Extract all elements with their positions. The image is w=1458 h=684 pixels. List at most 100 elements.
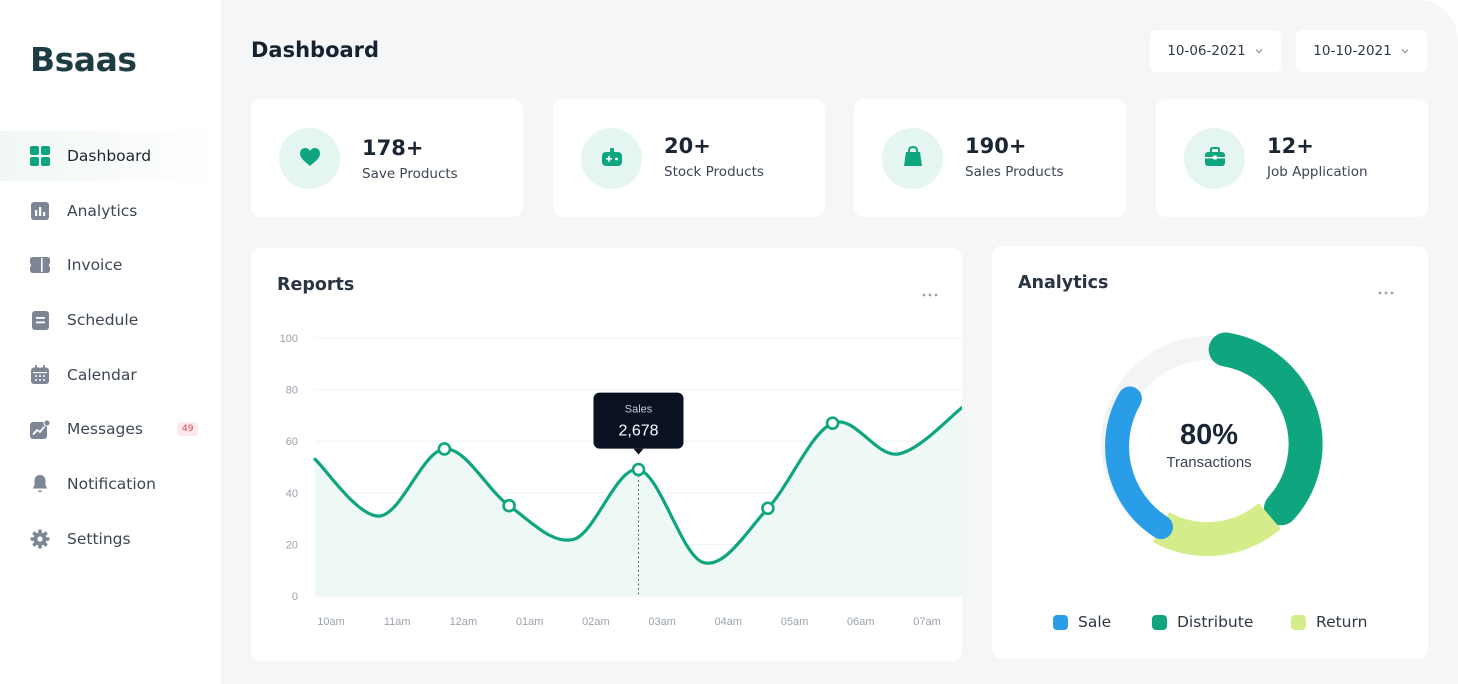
y-tick-label: 0 (292, 591, 298, 603)
stat-label: Sales Products (965, 164, 1064, 180)
x-tick-label: 01am (516, 616, 544, 628)
x-tick-label: 02am (582, 616, 610, 628)
tooltip-pointer (633, 448, 644, 455)
analytics-donut-chart: 80% Transactions (1101, 332, 1323, 557)
stat-value: 190+ (965, 134, 1027, 158)
y-tick-label: 60 (286, 436, 298, 448)
sidebar: Bsaas Dashboard Analytics Invoice (0, 0, 221, 684)
donut-segment-sale (1105, 386, 1173, 540)
sidebar-item-settings[interactable]: Settings (0, 514, 221, 564)
analytics-more-icon[interactable] (1377, 281, 1395, 295)
page-title: Dashboard (251, 38, 380, 62)
tooltip-label: Sales (625, 404, 653, 416)
chevron-down-icon (1254, 46, 1264, 56)
legend-item-sale: Sale (1053, 613, 1111, 631)
x-tick-label: 07am (913, 616, 941, 628)
reports-title: Reports (277, 275, 355, 295)
sidebar-item-dashboard[interactable]: Dashboard (0, 131, 221, 181)
stat-icon-circle (882, 128, 943, 189)
data-point-marker (631, 462, 646, 477)
stat-value: 12+ (1267, 134, 1314, 158)
stat-card-job-application[interactable]: 12+ Job Application (1156, 99, 1428, 217)
legend-swatch-return (1291, 614, 1306, 630)
bar-chart-icon (30, 201, 50, 221)
legend-swatch-distribute (1152, 614, 1167, 630)
sidebar-item-label: Invoice (67, 256, 123, 275)
legend-label: Distribute (1177, 613, 1254, 631)
shopping-bag-icon (903, 145, 923, 171)
legend-item-return: Return (1291, 613, 1367, 631)
data-point-marker (825, 416, 840, 430)
donut-center-label: Transactions (1166, 454, 1251, 471)
chevron-down-icon (1400, 46, 1410, 56)
stat-icon-circle (1184, 128, 1245, 189)
heart-icon (299, 147, 321, 171)
main-content: Dashboard 10-06-2021 10-10-2021 178+ Sav… (221, 0, 1458, 684)
analytics-card: Analytics 80% Transactions Sale Distribu… (992, 246, 1428, 659)
sidebar-item-label: Settings (67, 529, 131, 548)
bell-icon (30, 474, 50, 494)
legend-label: Return (1316, 613, 1368, 631)
date-from-select[interactable]: 10-06-2021 (1150, 30, 1281, 72)
stat-value: 20+ (664, 134, 711, 158)
stat-card-save-products[interactable]: 178+ Save Products (251, 99, 523, 217)
stat-card-stock-products[interactable]: 20+ Stock Products (553, 99, 825, 217)
x-tick-label: 12am (450, 616, 478, 628)
sidebar-item-schedule[interactable]: Schedule (0, 295, 221, 345)
legend-swatch-sale (1053, 614, 1068, 630)
x-tick-label: 06am (847, 616, 875, 628)
x-tick-label: 10am (317, 616, 345, 628)
legend-item-distribute: Distribute (1152, 613, 1253, 631)
stat-label: Stock Products (664, 164, 764, 180)
stat-icon-circle (279, 128, 340, 189)
sidebar-item-analytics[interactable]: Analytics (0, 186, 221, 236)
brand-logo: Bsaas (30, 40, 137, 79)
donut-segment-distribute (1208, 332, 1323, 526)
y-tick-label: 20 (286, 539, 298, 551)
grid-icon (30, 146, 50, 166)
x-tick-label: 05am (781, 616, 809, 628)
stat-card-sales-products[interactable]: 190+ Sales Products (854, 99, 1126, 217)
series-area (315, 407, 962, 596)
sidebar-item-notification[interactable]: Notification (0, 459, 221, 509)
tooltip-value: 2,678 (618, 423, 658, 440)
document-icon (30, 310, 50, 330)
data-point-marker (761, 501, 775, 516)
legend-label: Sale (1078, 613, 1112, 631)
messages-count-badge: 49 (177, 422, 199, 437)
data-point-marker (437, 442, 452, 456)
stat-icon-circle (581, 128, 642, 189)
reports-card: Reports 0 20 40 60 80 100 10am 11am 12am 01am 02am… (251, 248, 962, 661)
date-to-value: 10-10-2021 (1313, 43, 1392, 59)
x-tick-label: 11am (384, 616, 411, 628)
reports-line-chart: 0 20 40 60 80 100 10am 11am 12am 01am 02am 03am 04am… (280, 333, 962, 628)
sidebar-item-label: Calendar (67, 365, 137, 384)
donut-segment-return (1152, 502, 1281, 557)
reports-more-icon[interactable] (921, 283, 939, 297)
sidebar-nav: Dashboard Analytics Invoice Schedule (0, 131, 221, 569)
sidebar-item-calendar[interactable]: Calendar (0, 350, 221, 400)
calendar-icon (30, 365, 50, 385)
date-from-value: 10-06-2021 (1167, 43, 1246, 59)
x-tick-label: 04am (715, 616, 743, 628)
sidebar-item-invoice[interactable]: Invoice (0, 240, 221, 290)
y-tick-label: 40 (286, 488, 298, 500)
date-to-select[interactable]: 10-10-2021 (1296, 30, 1427, 72)
chat-chart-icon (30, 419, 50, 439)
sidebar-item-label: Schedule (67, 311, 139, 330)
sidebar-item-messages[interactable]: Messages 49 (0, 404, 221, 454)
x-tick-label: 03am (648, 616, 676, 628)
sidebar-item-label: Messages (67, 420, 144, 439)
sidebar-item-label: Notification (67, 475, 156, 494)
ticket-icon (30, 255, 50, 275)
analytics-title: Analytics (1018, 273, 1109, 293)
sidebar-item-label: Analytics (67, 201, 138, 220)
y-tick-label: 100 (280, 333, 298, 345)
donut-center-value: 80% (1180, 419, 1238, 451)
briefcase-icon (1204, 146, 1226, 171)
gear-icon (30, 529, 50, 549)
game-controller-icon (601, 147, 623, 170)
stat-label: Save Products (362, 166, 458, 182)
stat-label: Job Application (1267, 164, 1368, 180)
